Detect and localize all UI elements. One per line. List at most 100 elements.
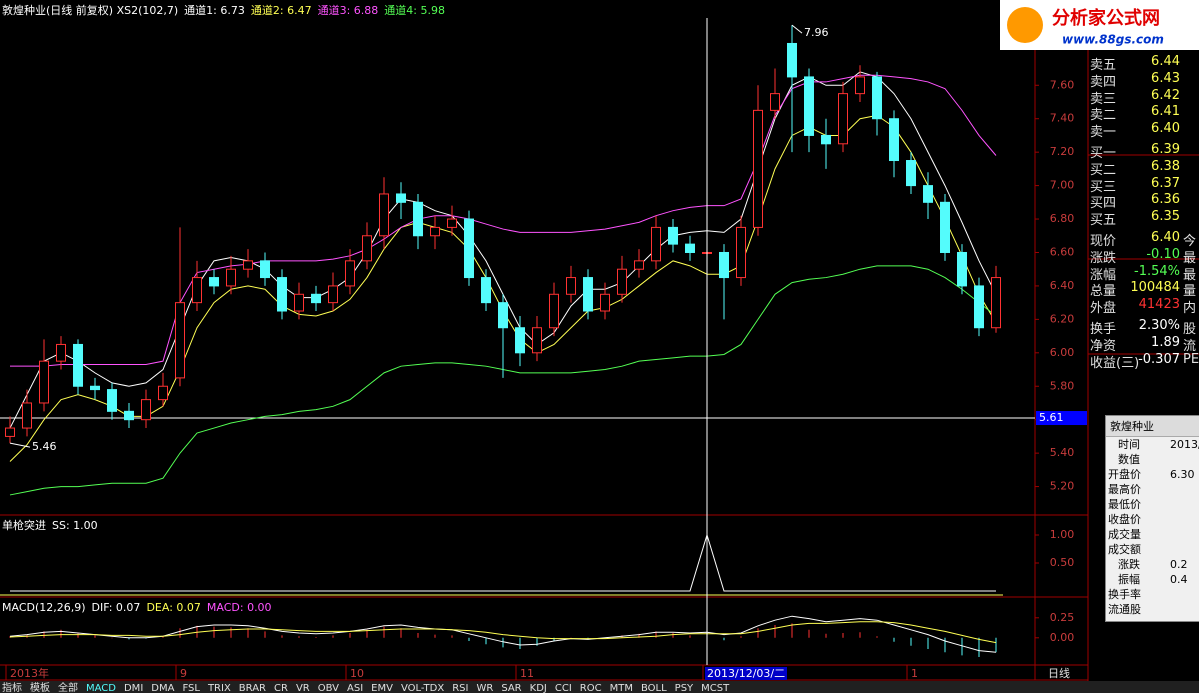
channel-line	[9, 114, 997, 462]
y-tick-label: 5.40	[1050, 446, 1075, 459]
annotation-line	[791, 24, 803, 34]
quote-label: 卖三	[1090, 91, 1117, 107]
quote-value: 6.39	[1151, 142, 1180, 157]
quote-value: 6.37	[1151, 175, 1180, 191]
indicator-tab[interactable]: VR	[296, 683, 310, 693]
indicator-tab[interactable]: CR	[274, 683, 288, 693]
channel-line	[10, 74, 997, 367]
info-label: 最高价	[1108, 483, 1141, 496]
info-row: 数值	[1106, 452, 1199, 467]
candle-body	[124, 410, 134, 421]
indicator-tab[interactable]: MCST	[701, 683, 730, 693]
candle-body	[787, 42, 797, 78]
indicator-tab[interactable]: 指标	[2, 681, 22, 693]
candle-body	[991, 277, 1001, 329]
indicator-tab[interactable]: BOLL	[641, 683, 667, 693]
indicator-tab[interactable]: RSI	[452, 683, 468, 693]
indicator-tab[interactable]: SAR	[501, 683, 521, 693]
candle-body	[362, 235, 372, 262]
tab-bar	[0, 681, 1199, 693]
info-title: 敦煌种业	[1106, 416, 1199, 437]
indicator-tab[interactable]: EMV	[371, 683, 393, 693]
candle-body	[923, 185, 933, 203]
indicator-tab[interactable]: WR	[476, 683, 493, 693]
info-row: 振幅 0.4	[1106, 572, 1199, 587]
panel-header: 通道4: 5.98	[384, 3, 445, 17]
candle-body	[804, 76, 814, 136]
info-row: 最高价	[1106, 482, 1199, 497]
quote-label: 卖一	[1090, 125, 1117, 141]
indicator-tab[interactable]: KDJ	[530, 683, 547, 693]
quote-extra: PE	[1183, 351, 1199, 367]
indicator-tab[interactable]: DMA	[151, 683, 174, 693]
quote-value: 100484	[1130, 280, 1180, 296]
candle-body	[651, 226, 661, 262]
quote-label: 现价	[1090, 234, 1117, 249]
quote-value: 6.41	[1151, 104, 1180, 120]
candle-body	[328, 285, 338, 304]
indicator-tab[interactable]: MACD	[86, 683, 116, 693]
candle-body	[226, 268, 236, 287]
dif-line	[9, 615, 997, 653]
candle-body	[906, 160, 916, 187]
candle-body	[872, 76, 882, 120]
candle-body	[889, 118, 899, 162]
panel-header: 通道3: 6.88	[318, 3, 379, 17]
quote-value: -1.54%	[1134, 263, 1180, 279]
x-tick-label: 9	[180, 667, 187, 680]
indicator-tab[interactable]: MTM	[610, 683, 633, 693]
info-row: 换手率	[1106, 587, 1199, 602]
y-tick-label: 7.60	[1050, 78, 1075, 91]
indicator-tab[interactable]: 模板	[30, 681, 50, 693]
quote-label: 涨跌	[1090, 250, 1117, 266]
indicator-tab[interactable]: OBV	[318, 683, 339, 693]
candle-body	[974, 285, 984, 329]
candle-body	[770, 93, 780, 111]
quote-extra: 最	[1183, 267, 1197, 283]
info-label: 开盘价	[1108, 468, 1141, 481]
indicator-tab[interactable]: VOL-TDX	[401, 683, 444, 693]
candle-body	[634, 260, 644, 270]
candle-body	[209, 277, 219, 287]
indicator-tab[interactable]: TRIX	[207, 683, 231, 693]
quote-value: 6.35	[1151, 209, 1180, 225]
quote-label: 收益(三)	[1090, 355, 1140, 371]
quote-label: 买三	[1090, 179, 1117, 195]
info-label: 换手率	[1108, 588, 1141, 601]
candle-body	[311, 293, 321, 304]
quote-value: 6.42	[1151, 87, 1180, 103]
y-tick-label: 0.00	[1050, 631, 1075, 644]
indicator-tab[interactable]: ASI	[347, 683, 363, 693]
candle-body	[73, 343, 83, 387]
quote-label: 买一	[1090, 146, 1117, 161]
y-tick-label: 7.40	[1050, 112, 1075, 125]
info-row: 时间 2013/	[1106, 437, 1199, 452]
indicator-tab[interactable]: ROC	[580, 683, 602, 693]
candle-body	[56, 343, 66, 362]
quote-label: 净资	[1090, 338, 1117, 354]
quote-extra: 今	[1183, 234, 1197, 249]
indicator-tab[interactable]: DMI	[124, 683, 143, 693]
indicator-tab[interactable]: 全部	[58, 681, 78, 693]
quote-label: 卖五	[1090, 58, 1117, 73]
candle-body	[345, 260, 355, 287]
info-row: 成交量	[1106, 527, 1199, 542]
candle-body	[175, 302, 185, 379]
indicator-tab[interactable]: PSY	[675, 683, 694, 693]
quote-label: 买五	[1090, 213, 1117, 229]
y-tick-label: 0.50	[1050, 556, 1075, 569]
candle-body	[413, 201, 423, 237]
indicator-tab[interactable]: BRAR	[239, 683, 266, 693]
candle-body	[39, 360, 49, 404]
quote-value: -0.307	[1138, 351, 1180, 367]
logo-url: www.88gs.com	[1062, 33, 1164, 47]
candle-body	[668, 226, 678, 245]
info-label: 涨跌	[1118, 558, 1140, 571]
logo-icon	[1007, 7, 1043, 43]
quote-value: 2.30%	[1138, 318, 1180, 333]
indicator-tab[interactable]: FSL	[182, 683, 200, 693]
info-row: 最低价	[1106, 497, 1199, 512]
candle-body	[957, 251, 967, 287]
indicator-tab[interactable]: CCI	[555, 683, 572, 693]
